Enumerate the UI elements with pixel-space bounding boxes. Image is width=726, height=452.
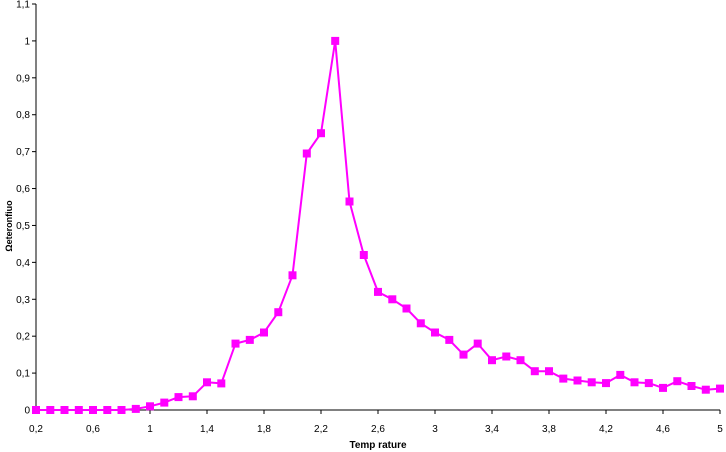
data-point-marker (231, 339, 240, 348)
y-axis-title: Ωeteronfiuo (4, 200, 14, 252)
y-tick-label: 0,6 (16, 184, 30, 195)
data-point-marker (74, 406, 83, 414)
x-tick-label: 0,2 (29, 424, 43, 435)
data-point-marker (103, 406, 112, 414)
data-point-marker (559, 374, 568, 383)
x-tick-label: 1,8 (257, 424, 271, 435)
data-point-marker (602, 379, 610, 388)
data-point-marker (60, 406, 69, 414)
x-tick-label: 1 (147, 424, 153, 435)
x-tick-label: 2,6 (371, 424, 385, 435)
data-point-marker (359, 251, 368, 259)
y-tick-label: 0,2 (16, 332, 30, 343)
data-point-marker (445, 335, 454, 344)
data-point-marker (673, 377, 682, 386)
data-point-marker (644, 379, 653, 388)
data-point-marker (131, 404, 140, 413)
data-point-marker (573, 376, 582, 385)
data-point-marker (545, 367, 553, 376)
data-point-marker (716, 384, 724, 393)
data-point-marker (587, 378, 596, 387)
plot-area (32, 36, 724, 414)
y-tick-label: 0,5 (16, 221, 30, 232)
y-tick-label: 0,3 (16, 295, 30, 306)
data-point-marker (459, 350, 468, 359)
data-point-marker (174, 393, 183, 402)
data-point-marker (488, 356, 496, 365)
x-tick-label: 3 (432, 424, 438, 435)
data-point-marker (46, 406, 55, 414)
data-point-marker (89, 406, 97, 414)
data-point-marker (274, 308, 283, 317)
data-point-marker (146, 402, 154, 411)
x-tick-label: 4,6 (656, 424, 670, 435)
x-tick-label: 1,4 (200, 424, 214, 435)
data-point-marker (345, 197, 354, 206)
x-axis-ticks: 0,2 0,6 1 1,4 1,8 2,2 2,6 3 3,4 3,8 4,2 4,6 5 (29, 410, 723, 435)
data-point-marker (260, 328, 268, 337)
data-point-marker (331, 36, 340, 45)
data-point-marker (188, 392, 197, 401)
y-tick-label: 1 (24, 36, 30, 47)
data-point-marker (473, 339, 482, 348)
x-axis-title: Temp rature (349, 440, 406, 451)
data-point-marker (203, 378, 211, 387)
data-point-marker (245, 335, 254, 344)
data-point-marker (416, 319, 425, 328)
data-point-marker (288, 271, 297, 280)
data-point-marker (687, 382, 696, 390)
data-point-marker (374, 287, 382, 296)
y-tick-label: 0,1 (16, 369, 30, 380)
y-tick-label: 0,8 (16, 110, 30, 121)
x-tick-label: 3,4 (485, 424, 499, 435)
data-point-marker (317, 129, 325, 138)
data-point-marker (402, 304, 411, 313)
data-point-marker (302, 149, 311, 158)
data-point-marker (516, 356, 525, 365)
data-point-marker (530, 367, 539, 376)
data-point-marker (502, 352, 511, 361)
y-tick-label: 0,7 (16, 147, 30, 158)
x-tick-label: 4,2 (599, 424, 613, 435)
data-point-marker (659, 383, 667, 392)
data-point-marker (701, 385, 710, 394)
x-tick-label: 0,6 (86, 424, 100, 435)
series-line (36, 39, 721, 411)
data-point-marker (616, 370, 625, 379)
data-point-marker (32, 406, 40, 414)
data-point-marker (117, 406, 126, 414)
data-point-marker (630, 378, 639, 387)
x-tick-label: 5 (717, 424, 723, 435)
y-tick-label: 0 (24, 406, 30, 417)
data-point-marker (217, 379, 226, 388)
y-tick-label: 0,9 (16, 73, 30, 84)
data-point-marker (160, 398, 169, 407)
x-tick-label: 3,8 (542, 424, 556, 435)
data-point-marker (388, 295, 397, 304)
y-tick-label: 0,4 (16, 258, 30, 269)
x-tick-label: 2,2 (314, 424, 328, 435)
data-point-marker (431, 328, 439, 337)
y-tick-label: 1,1 (16, 0, 30, 11)
y-axis-ticks: 0 0,1 0,2 0,3 0,4 0,5 0,6 0,7 0,8 0,9 1 1,1 (16, 0, 36, 417)
